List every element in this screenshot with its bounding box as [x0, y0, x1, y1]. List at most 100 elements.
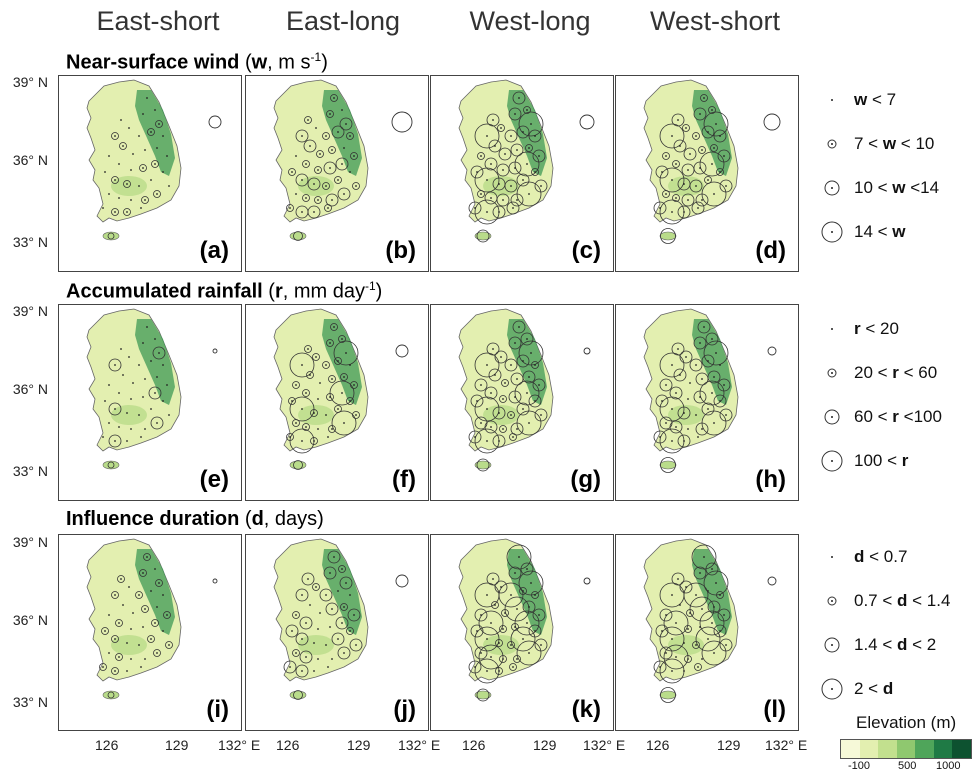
station-dot — [510, 414, 512, 416]
station-marker — [330, 94, 338, 102]
station-dot — [108, 155, 110, 157]
station-marker — [496, 163, 510, 177]
station-marker — [339, 576, 353, 590]
station-dot — [683, 440, 685, 442]
station-dot — [144, 608, 146, 610]
station-dot — [144, 658, 146, 660]
lat-33-row1: 33° N — [12, 234, 48, 250]
station-marker — [497, 124, 505, 132]
station-dot — [711, 622, 713, 624]
station-marker — [672, 160, 680, 168]
station-dot — [719, 135, 721, 137]
station-dot — [707, 360, 709, 362]
station-marker — [662, 190, 670, 198]
station-dot — [301, 135, 303, 137]
station-dot — [140, 207, 142, 209]
legend-label: 10 < w <14 — [854, 178, 940, 197]
station-dot — [162, 171, 164, 173]
station-dot — [337, 408, 339, 410]
station-dot — [146, 556, 148, 558]
station-dot — [132, 612, 134, 614]
station-dot — [301, 670, 303, 672]
station-dot — [114, 179, 116, 181]
station-marker — [713, 394, 727, 408]
station-dot — [492, 119, 494, 121]
station-dot — [683, 642, 685, 644]
station-dot — [349, 171, 351, 173]
station-dot — [526, 338, 528, 340]
station-dot — [518, 556, 520, 558]
station-marker — [673, 368, 687, 382]
station-dot — [697, 207, 699, 209]
korea-map — [458, 538, 591, 702]
station-marker — [331, 410, 357, 436]
station-dot — [150, 408, 152, 410]
panel-label: (h) — [755, 466, 786, 493]
station-dot — [305, 656, 307, 658]
station-dot — [355, 185, 357, 187]
map-panel: (g) — [430, 304, 614, 501]
station-marker — [510, 626, 536, 652]
station-marker — [659, 582, 685, 608]
station-dot — [301, 638, 303, 640]
station-marker — [115, 619, 123, 627]
station-marker — [522, 600, 536, 614]
station-dot — [158, 582, 160, 584]
station-dot — [701, 658, 703, 660]
lon-126-c4: 126 — [646, 737, 670, 753]
station-dot — [333, 326, 335, 328]
station-marker — [523, 106, 531, 114]
station-marker — [352, 182, 360, 190]
row-title-duration: Influence duration (d, days) — [66, 508, 324, 530]
station-dot — [295, 155, 297, 157]
station-dot — [325, 414, 327, 416]
station-marker — [508, 566, 522, 580]
station-marker — [478, 610, 504, 636]
station-dot — [331, 378, 333, 380]
station-dot — [118, 197, 120, 199]
station-marker — [335, 616, 349, 630]
station-dot — [317, 628, 319, 630]
station-dot — [713, 652, 715, 654]
station-marker — [108, 434, 122, 448]
jeju-island — [474, 690, 492, 700]
lon-126-c3: 126 — [462, 737, 486, 753]
station-dot — [486, 211, 488, 213]
legend-circle-icon — [827, 368, 837, 378]
station-dot — [526, 109, 528, 111]
station-dot — [102, 666, 104, 668]
station-marker — [477, 190, 485, 198]
station-marker — [470, 624, 484, 638]
station-marker — [478, 644, 504, 670]
station-dot — [313, 183, 315, 185]
station-marker — [691, 201, 705, 215]
station-marker — [325, 602, 339, 616]
station-dot — [353, 384, 355, 386]
station-marker — [516, 125, 530, 139]
station-dot — [325, 185, 327, 187]
station-dot — [671, 638, 673, 640]
lon-126-c2: 126 — [276, 737, 300, 753]
station-marker — [328, 425, 336, 433]
station-marker — [681, 193, 695, 207]
station-dot — [126, 670, 128, 672]
station-dot — [114, 408, 116, 410]
station-marker — [123, 180, 131, 188]
station-dot — [494, 145, 496, 147]
station-dot — [156, 422, 158, 424]
station-dot — [138, 414, 140, 416]
map-panel: (j) — [245, 534, 429, 731]
station-dot — [108, 614, 110, 616]
station-dot — [516, 428, 518, 430]
station-marker — [509, 433, 517, 441]
station-dot — [677, 578, 679, 580]
station-dot — [315, 127, 317, 129]
station-dot — [510, 594, 512, 596]
station-marker — [699, 610, 725, 636]
station-dot — [707, 131, 709, 133]
elev-tick-neg100: -100 — [848, 760, 871, 772]
station-marker — [208, 115, 222, 129]
station-dot — [518, 97, 520, 99]
station-dot — [540, 644, 542, 646]
station-marker — [335, 157, 349, 171]
